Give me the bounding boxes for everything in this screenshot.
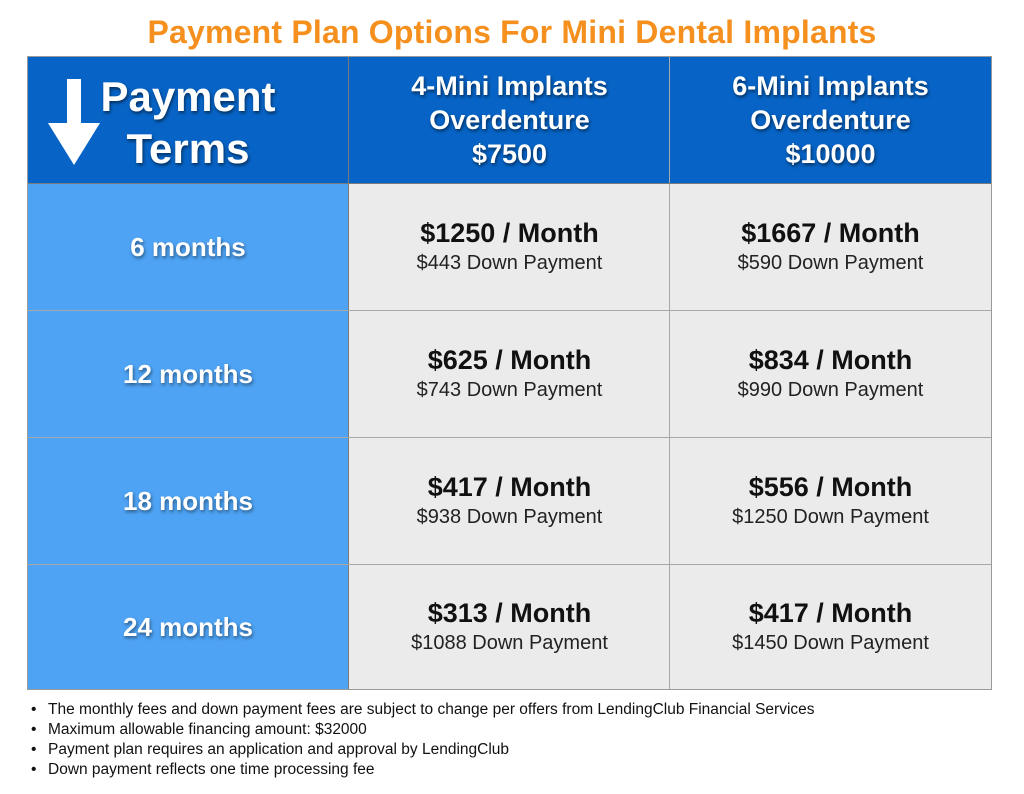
footnotes-list: • The monthly fees and down payment fees…: [28, 700, 815, 780]
down-payment: $590 Down Payment: [737, 252, 924, 274]
table-cell: $556 / Month $1250 Down Payment: [670, 438, 991, 564]
monthly-payment: $417 / Month: [748, 598, 913, 628]
table-cell: $313 / Month $1088 Down Payment: [349, 565, 670, 689]
down-payment: $1450 Down Payment: [732, 632, 929, 654]
list-item: • Payment plan requires an application a…: [28, 740, 815, 760]
arrow-down-icon: [48, 79, 100, 165]
table-cell: $417 / Month $1450 Down Payment: [670, 565, 991, 689]
row-divider: [28, 437, 991, 438]
bullet: •: [31, 741, 37, 758]
row-divider: [28, 310, 991, 311]
column-divider: [669, 57, 670, 689]
column-header-line1: 4-Mini Implants: [411, 71, 608, 101]
payment-table: Payment Terms 4-Mini Implants Overdentur…: [27, 56, 992, 690]
table-cell: $834 / Month $990 Down Payment: [670, 311, 991, 437]
payment-terms-line2: Terms: [126, 125, 250, 172]
note-text: The monthly fees and down payment fees a…: [48, 701, 815, 718]
table-cell: $625 / Month $743 Down Payment: [349, 311, 670, 437]
term-12-months: 12 months: [28, 311, 348, 437]
down-payment: $938 Down Payment: [416, 506, 603, 528]
bullet: •: [31, 701, 37, 718]
down-payment: $1250 Down Payment: [732, 506, 929, 528]
down-payment: $443 Down Payment: [416, 252, 603, 274]
column-header-line1: 6-Mini Implants: [732, 71, 929, 101]
column-divider: [348, 57, 349, 689]
table-cell: $417 / Month $938 Down Payment: [349, 438, 670, 564]
down-payment: $990 Down Payment: [737, 379, 924, 401]
list-item: • Maximum allowable financing amount: $3…: [28, 720, 815, 740]
bullet: •: [31, 721, 37, 738]
monthly-payment: $1250 / Month: [420, 218, 599, 248]
note-text: Payment plan requires an application and…: [48, 741, 510, 758]
monthly-payment: $313 / Month: [427, 598, 592, 628]
payment-terms-line1: Payment: [100, 73, 276, 120]
list-item: • Down payment reflects one time process…: [28, 760, 815, 780]
monthly-payment: $556 / Month: [748, 472, 913, 502]
page-title: Payment Plan Options For Mini Dental Imp…: [147, 14, 877, 50]
column-header-line2: Overdenture: [750, 105, 911, 135]
bullet: •: [31, 761, 37, 778]
row-divider: [28, 564, 991, 565]
monthly-payment: $417 / Month: [427, 472, 592, 502]
payment-terms-label: Payment Terms: [88, 71, 288, 175]
column-header-4-mini: 4-Mini Implants Overdenture $7500: [349, 57, 670, 183]
monthly-payment: $625 / Month: [427, 345, 592, 375]
table-cell: $1250 / Month $443 Down Payment: [349, 184, 670, 310]
term-18-months: 18 months: [28, 438, 348, 564]
down-payment: $743 Down Payment: [416, 379, 603, 401]
table-cell: $1667 / Month $590 Down Payment: [670, 184, 991, 310]
column-header-price: $7500: [471, 139, 548, 169]
term-24-months: 24 months: [28, 565, 348, 689]
payment-terms-header: Payment Terms: [28, 57, 348, 183]
note-text: Down payment reflects one time processin…: [48, 761, 375, 778]
column-header-price: $10000: [785, 139, 876, 169]
column-header-6-mini: 6-Mini Implants Overdenture $10000: [670, 57, 991, 183]
monthly-payment: $1667 / Month: [741, 218, 920, 248]
list-item: • The monthly fees and down payment fees…: [28, 700, 815, 720]
term-6-months: 6 months: [28, 184, 348, 310]
row-divider: [28, 183, 991, 184]
monthly-payment: $834 / Month: [748, 345, 913, 375]
down-payment: $1088 Down Payment: [411, 632, 608, 654]
note-text: Maximum allowable financing amount: $320…: [48, 721, 367, 738]
column-header-line2: Overdenture: [429, 105, 590, 135]
